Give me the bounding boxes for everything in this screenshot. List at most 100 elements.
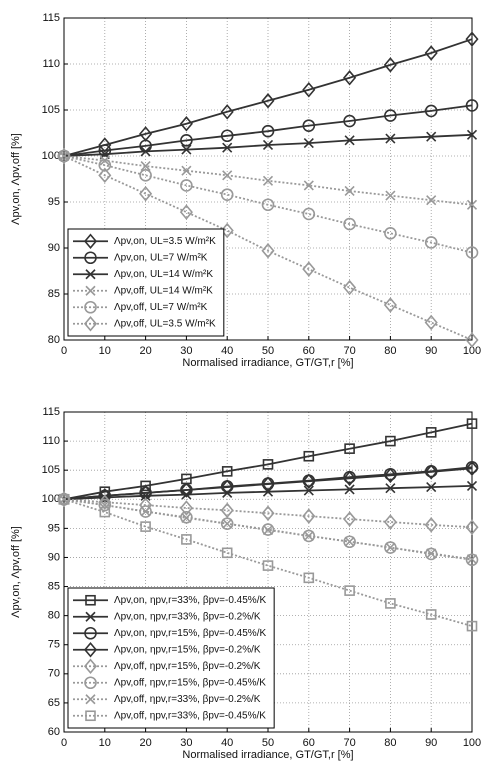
marker (84, 251, 97, 265)
marker (385, 598, 396, 609)
legend-label: Λpv,on, UL=3.5 W/m²K (114, 236, 216, 247)
marker (83, 316, 98, 332)
marker (385, 435, 396, 447)
marker (179, 116, 193, 132)
marker (222, 170, 233, 181)
marker (140, 161, 151, 172)
marker (99, 155, 110, 166)
marker (98, 137, 112, 153)
marker (343, 279, 357, 296)
x-tick-label: 20 (139, 345, 151, 357)
marker (83, 233, 98, 249)
marker (262, 459, 274, 470)
marker (262, 525, 274, 536)
y-tick-label: 85 (48, 288, 60, 300)
marker (344, 135, 355, 146)
y-tick-label: 60 (48, 726, 60, 738)
marker (424, 45, 438, 61)
marker (426, 481, 437, 493)
series-line (63, 104, 473, 157)
x-tick-label: 40 (221, 737, 233, 749)
y-tick-label: 115 (42, 406, 60, 418)
marker (221, 466, 233, 477)
marker (84, 676, 97, 690)
marker (385, 483, 396, 494)
marker (262, 139, 274, 151)
marker (261, 476, 275, 492)
marker (220, 479, 234, 495)
legend: Λpv,on, ηpv,r=33%, βpv=-0.45%/K Λpv,on, η… (67, 587, 275, 729)
marker (261, 124, 275, 138)
series-line (63, 498, 473, 529)
marker (344, 484, 355, 495)
y-tick-label: 90 (48, 551, 60, 563)
marker (425, 427, 437, 438)
series-line (63, 155, 473, 254)
marker (140, 480, 151, 492)
legend-label: Λpv,on, UL=7 W/m²K (114, 252, 208, 263)
y-tick-label: 80 (48, 334, 60, 346)
x-tick-label: 60 (303, 345, 315, 357)
marker (85, 269, 96, 280)
marker (140, 521, 151, 532)
marker (465, 246, 479, 259)
y-tick-label: 80 (48, 610, 60, 622)
marker (465, 519, 479, 535)
x-tick-label: 40 (221, 345, 233, 357)
x-tick-label: 50 (262, 737, 274, 749)
x-tick-label: 30 (180, 345, 192, 357)
legend-label: Λpv,on, ηpv,r=33%, βpv=-0.45%/K (114, 595, 266, 606)
marker (465, 553, 479, 567)
y-tick-label: 100 (42, 493, 60, 505)
marker (383, 467, 397, 484)
marker (84, 626, 97, 640)
marker (180, 179, 193, 192)
marker (220, 188, 234, 201)
y-tick-label: 100 (42, 150, 60, 162)
marker (181, 165, 192, 176)
marker (383, 297, 397, 313)
series-line (63, 498, 473, 627)
marker (261, 93, 275, 109)
y-tick-label: 90 (48, 242, 60, 254)
x-tick-label: 10 (99, 345, 111, 357)
y-axis-label: Λpv,on, Λpv,off [%] (10, 526, 22, 618)
legend-label: Λpv,on, UL=14 W/m²K (114, 269, 213, 280)
marker (384, 109, 397, 122)
marker (99, 506, 111, 518)
marker (261, 198, 275, 212)
marker (180, 134, 193, 147)
y-tick-label: 105 (42, 104, 60, 116)
x-tick-label: 100 (463, 345, 481, 357)
marker (302, 119, 316, 132)
marker (83, 658, 98, 674)
marker (343, 535, 356, 549)
legend-label: Λpv,on, ηpv,r=15%, βpv=-0.45%/K (114, 628, 266, 639)
chart: 60 65 70 75 80 85 90 95 100 105 110 115 0 10 20 30 40 50 6… (10, 406, 481, 761)
marker (424, 236, 438, 249)
marker (424, 517, 438, 533)
series-line (63, 38, 473, 157)
y-tick-label: 70 (48, 668, 60, 680)
marker (222, 142, 233, 153)
marker (220, 104, 234, 120)
marker (385, 542, 396, 553)
x-tick-label: 70 (343, 737, 355, 749)
marker (344, 536, 355, 547)
y-tick-label: 95 (48, 196, 60, 208)
x-tick-label: 0 (61, 345, 67, 357)
series-line (63, 422, 473, 501)
marker (220, 517, 234, 531)
marker (98, 158, 112, 172)
legend-label: Λpv,off, UL=3.5 W/m²K (114, 318, 216, 329)
marker (383, 57, 397, 73)
legend-label: Λpv,on, ηpv,r=15%, βpv=-0.2%/K (114, 644, 261, 655)
marker (343, 70, 357, 86)
marker (83, 642, 98, 658)
marker (465, 31, 479, 47)
marker (303, 572, 315, 584)
marker (303, 485, 314, 496)
marker (220, 129, 234, 143)
x-tick-label: 10 (99, 737, 111, 749)
